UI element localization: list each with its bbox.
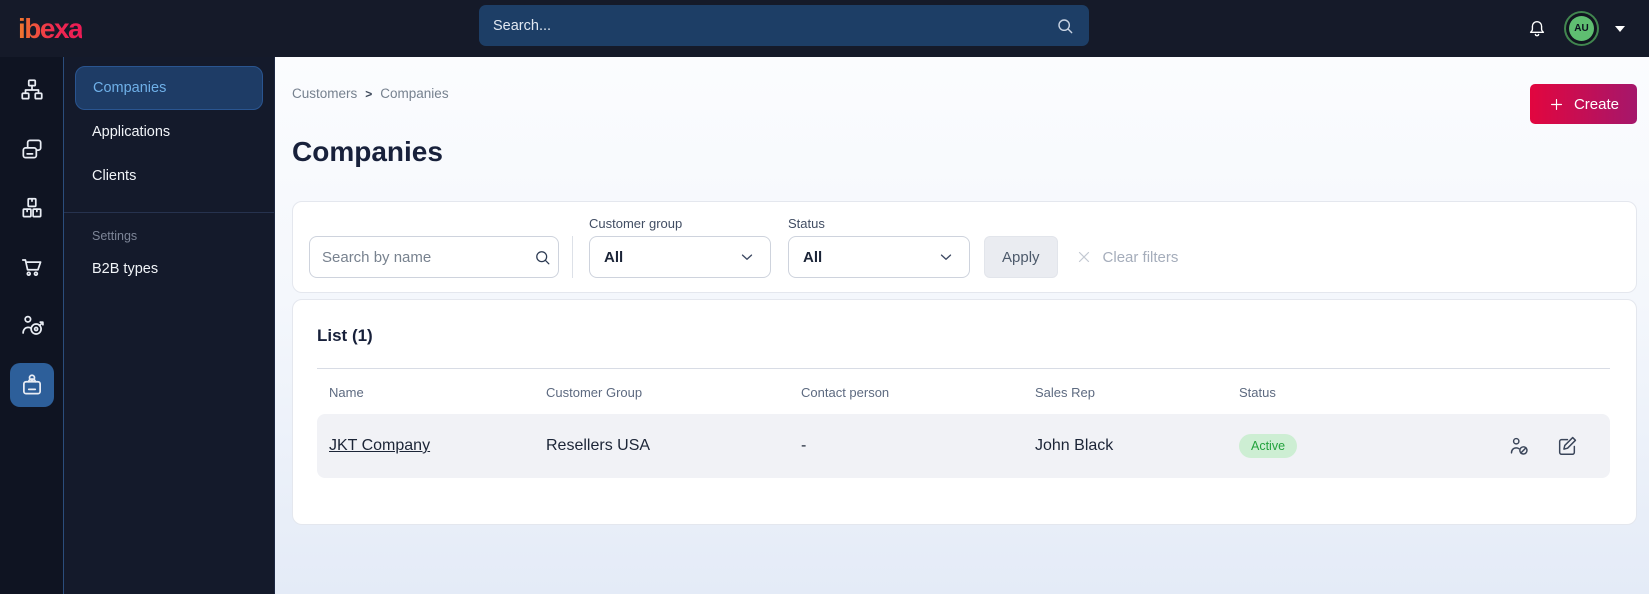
status-badge: Active: [1239, 434, 1298, 458]
page-title: Companies: [292, 136, 443, 167]
sidebar-item-label: B2B types: [92, 261, 159, 277]
customer-group-label: Customer group: [589, 216, 683, 231]
menu-divider: [64, 212, 274, 213]
clear-filters-label: Clear filters: [1102, 248, 1179, 266]
global-search-bar[interactable]: [479, 5, 1089, 46]
chevron-down-icon: [741, 254, 753, 260]
breadcrumb-customers[interactable]: Customers: [292, 86, 358, 101]
edit-icon[interactable]: [1556, 435, 1578, 457]
column-header-status: Status: [1239, 385, 1276, 400]
topbar: ibexa AU: [0, 0, 1649, 57]
table-header-row: Name Customer Group Contact person Sales…: [317, 369, 1610, 414]
personalization-icon[interactable]: [10, 304, 54, 348]
status-select[interactable]: All: [788, 236, 970, 278]
sidebar-item-companies[interactable]: Companies: [75, 66, 263, 110]
table-row[interactable]: JKT Company Resellers USA - John Black A…: [317, 414, 1610, 478]
company-name-link[interactable]: JKT Company: [329, 437, 431, 454]
list-heading: List (1): [317, 326, 373, 345]
column-header-name: Name: [329, 385, 364, 400]
status-label: Status: [788, 216, 825, 231]
cell-sales-rep: John Black: [1035, 437, 1114, 454]
sidebar-item-applications[interactable]: Applications: [75, 110, 263, 154]
main-content: Customers > Companies Create Companies: [275, 57, 1649, 594]
plus-icon: [1550, 98, 1562, 110]
sidebar-item-label: Applications: [92, 124, 171, 140]
column-header-customer-group: Customer Group: [546, 385, 643, 400]
apply-button[interactable]: Apply: [984, 236, 1058, 278]
notifications-bell-icon[interactable]: [1526, 18, 1548, 40]
chevron-down-icon: [940, 254, 952, 260]
breadcrumb: Customers > Companies: [292, 84, 449, 101]
name-search-box[interactable]: [309, 236, 559, 278]
customer-group-value: All: [604, 248, 624, 266]
clear-filters-button[interactable]: Clear filters: [1075, 236, 1179, 278]
list-card: List (1) Name Customer Group Contact per…: [292, 299, 1637, 525]
status-value: All: [803, 248, 823, 266]
pages-icon[interactable]: [10, 127, 54, 171]
close-icon: [1078, 251, 1089, 263]
menu-section-settings: Settings: [92, 229, 138, 243]
user-menu-caret-icon[interactable]: [1615, 25, 1625, 32]
cart-icon[interactable]: [10, 245, 54, 289]
sidebar-item-b2b-types[interactable]: B2B types: [75, 247, 263, 291]
create-button[interactable]: Create: [1529, 84, 1637, 124]
customer-portal-icon[interactable]: [9, 363, 54, 407]
search-icon: [1055, 16, 1075, 36]
sidebar-item-label: Clients: [92, 168, 137, 184]
ibexa-logo[interactable]: ibexa: [18, 12, 84, 44]
column-header-contact-person: Contact person: [801, 385, 890, 400]
user-avatar[interactable]: AU: [1569, 16, 1594, 41]
deactivate-user-icon[interactable]: [1508, 435, 1530, 457]
breadcrumb-companies[interactable]: Companies: [380, 86, 449, 101]
sidebar-item-clients[interactable]: Clients: [75, 154, 263, 198]
global-search-input[interactable]: [479, 5, 1055, 46]
side-menu: Companies Applications Clients Settings …: [64, 57, 275, 594]
content-tree-icon[interactable]: [10, 68, 54, 112]
filter-divider: [572, 236, 573, 278]
cell-customer-group: Resellers USA: [546, 437, 651, 454]
cell-contact-person: -: [801, 437, 807, 454]
search-icon: [533, 248, 552, 267]
breadcrumb-separator: >: [365, 86, 373, 101]
customer-group-select[interactable]: All: [589, 236, 771, 278]
name-search-input[interactable]: [310, 248, 533, 266]
filter-card: Customer group All Status All: [292, 201, 1637, 293]
products-icon[interactable]: [10, 186, 54, 230]
column-header-sales-rep: Sales Rep: [1035, 385, 1095, 400]
sidebar-item-label: Companies: [93, 80, 167, 96]
create-button-label: Create: [1573, 95, 1619, 113]
icon-rail: [0, 57, 64, 594]
topbar-right: AU: [1526, 16, 1649, 41]
table-divider: [317, 368, 1610, 369]
